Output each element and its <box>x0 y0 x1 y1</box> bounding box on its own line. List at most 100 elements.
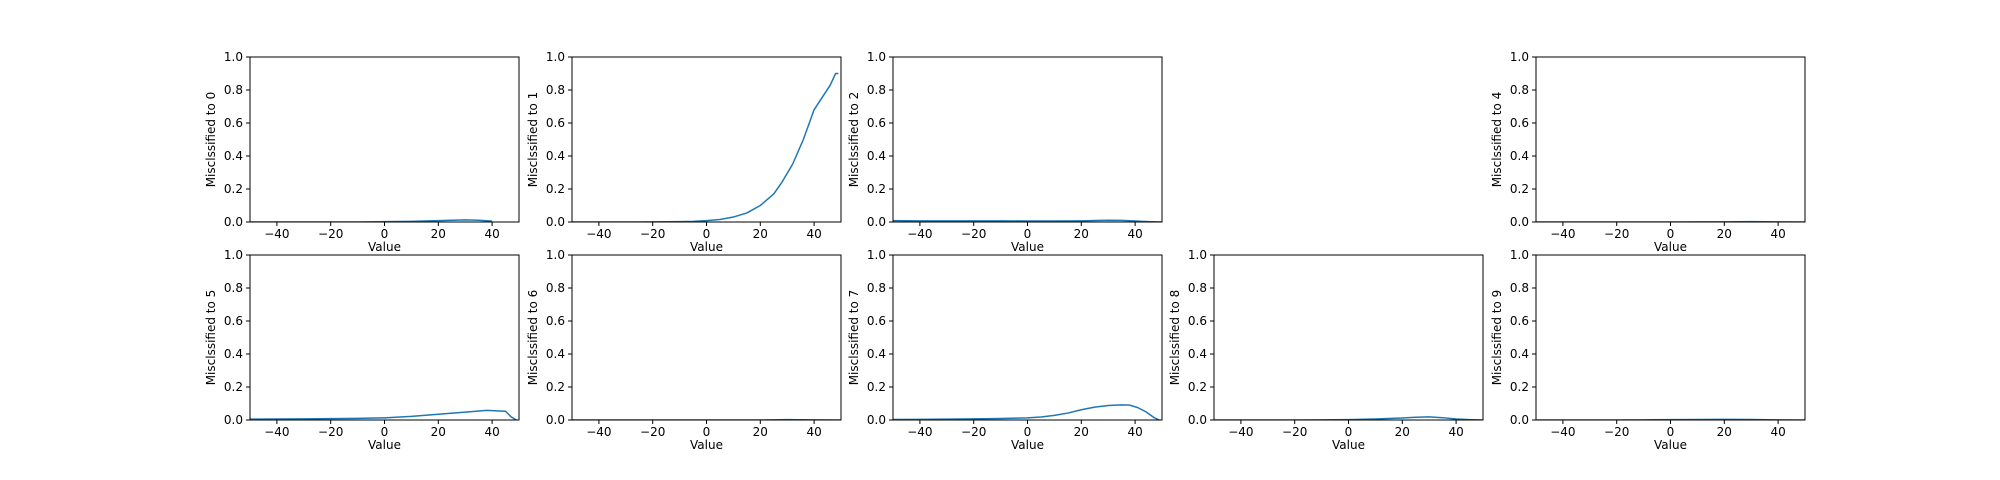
x-tick-label: 40 <box>1448 425 1463 439</box>
x-axis-label: Value <box>690 240 723 254</box>
y-tick-label: 0.8 <box>224 281 243 295</box>
x-tick-label: −20 <box>640 425 665 439</box>
y-tick-label: 0.8 <box>224 83 243 97</box>
y-tick-label: 1.0 <box>1510 248 1529 262</box>
y-tick-label: 0.4 <box>1510 347 1529 361</box>
y-axis-label: Misclssified to 8 <box>1168 290 1182 386</box>
y-tick-label: 0.6 <box>546 116 565 130</box>
x-tick-label: 20 <box>1395 425 1410 439</box>
y-tick-label: 0.6 <box>867 116 886 130</box>
y-tick-label: 0.2 <box>1188 380 1207 394</box>
x-tick-label: 0 <box>1024 425 1032 439</box>
x-tick-label: −20 <box>961 227 986 241</box>
y-tick-label: 0.8 <box>1510 83 1529 97</box>
y-axis-label: Misclssified to 6 <box>526 290 540 386</box>
y-tick-label: 0.2 <box>867 182 886 196</box>
axes-frame <box>892 254 1163 421</box>
axes-frame <box>892 56 1163 223</box>
y-tick-label: 1.0 <box>546 248 565 262</box>
y-tick-label: 1.0 <box>867 50 886 64</box>
series-line <box>250 409 517 420</box>
y-tick-label: 0.4 <box>867 149 886 163</box>
x-tick-label: −20 <box>318 425 343 439</box>
y-tick-label: 0.6 <box>224 314 243 328</box>
y-tick-label: 0.8 <box>546 83 565 97</box>
x-tick-label: −20 <box>318 227 343 241</box>
subplot-1: −40 −20 0 20 40 0.0 0.2 0.4 0.6 0.8 1.0 Value Miscls… <box>526 50 842 254</box>
x-tick-label: −20 <box>640 227 665 241</box>
y-tick-label: 0.0 <box>546 413 565 427</box>
y-tick-label: 0.0 <box>1510 215 1529 229</box>
x-tick-label: 40 <box>1127 227 1142 241</box>
x-tick-label: 0 <box>1345 425 1353 439</box>
x-tick-label: 40 <box>484 425 499 439</box>
y-tick-label: 0.2 <box>1510 380 1529 394</box>
y-tick-label: 0.4 <box>1188 347 1207 361</box>
subplot-0: −40 −20 0 20 40 0.0 0.2 0.4 0.6 0.8 1.0 Value Miscls… <box>204 50 520 254</box>
x-tick-label: 20 <box>1074 425 1089 439</box>
y-tick-label: 0.2 <box>224 182 243 196</box>
y-tick-label: 1.0 <box>1188 248 1207 262</box>
y-tick-label: 0.2 <box>546 380 565 394</box>
y-tick-label: 0.4 <box>867 347 886 361</box>
y-tick-label: 0.0 <box>224 413 243 427</box>
x-tick-label: −20 <box>1604 227 1629 241</box>
y-tick-label: 0.0 <box>546 215 565 229</box>
y-tick-label: 1.0 <box>1510 50 1529 64</box>
x-axis-label: Value <box>690 438 723 452</box>
series-line <box>893 219 1162 222</box>
axes-frame <box>249 56 520 223</box>
y-tick-label: 0.0 <box>867 215 886 229</box>
x-axis-label: Value <box>1654 438 1687 452</box>
y-tick-label: 1.0 <box>224 50 243 64</box>
x-tick-label: −40 <box>1550 227 1575 241</box>
x-tick-label: −20 <box>961 425 986 439</box>
y-tick-label: 0.2 <box>1510 182 1529 196</box>
x-tick-label: 40 <box>806 227 821 241</box>
x-tick-label: 40 <box>1127 425 1142 439</box>
y-tick-label: 1.0 <box>867 248 886 262</box>
y-tick-label: 0.2 <box>224 380 243 394</box>
subplot-4: −40 −20 0 20 40 0.0 0.2 0.4 0.6 0.8 1.0 Value Miscls… <box>204 248 520 452</box>
y-tick-label: 0.6 <box>224 116 243 130</box>
y-axis-label: Misclssified to 0 <box>204 92 218 188</box>
y-tick-label: 0.6 <box>1188 314 1207 328</box>
x-tick-label: 0 <box>381 425 389 439</box>
axes-frame <box>1535 56 1806 223</box>
x-axis-label: Value <box>368 438 401 452</box>
y-tick-label: 0.2 <box>867 380 886 394</box>
y-tick-label: 0.0 <box>867 413 886 427</box>
subplot-5: −40 −20 0 20 40 0.0 0.2 0.4 0.6 0.8 1.0 Value Miscls… <box>526 248 842 452</box>
y-axis-label: Misclssified to 2 <box>847 92 861 188</box>
series-line <box>893 404 1160 420</box>
y-axis-label: Misclssified to 4 <box>1490 92 1504 188</box>
axes-frame <box>571 254 842 421</box>
x-tick-label: −40 <box>1550 425 1575 439</box>
x-tick-label: 0 <box>1024 227 1032 241</box>
subplot-6: −40 −20 0 20 40 0.0 0.2 0.4 0.6 0.8 1.0 Value Miscls… <box>847 248 1163 452</box>
x-tick-label: 0 <box>703 227 711 241</box>
x-tick-label: 0 <box>703 425 711 439</box>
subplot-8: −40 −20 0 20 40 0.0 0.2 0.4 0.6 0.8 1.0 Value Miscls… <box>1490 248 1806 452</box>
x-tick-label: 40 <box>806 425 821 439</box>
x-tick-label: 20 <box>753 227 768 241</box>
y-tick-label: 0.8 <box>546 281 565 295</box>
y-tick-label: 0.8 <box>1188 281 1207 295</box>
y-tick-label: 0.0 <box>1188 413 1207 427</box>
y-tick-label: 0.8 <box>867 281 886 295</box>
x-axis-label: Value <box>1332 438 1365 452</box>
subplot-2: −40 −20 0 20 40 0.0 0.2 0.4 0.6 0.8 1.0 Value Miscls… <box>847 50 1163 254</box>
x-tick-label: 0 <box>381 227 389 241</box>
x-tick-label: 40 <box>484 227 499 241</box>
y-tick-label: 0.6 <box>1510 314 1529 328</box>
y-tick-label: 1.0 <box>224 248 243 262</box>
axes-frame <box>1535 254 1806 421</box>
y-axis-label: Misclssified to 1 <box>526 92 540 188</box>
x-tick-label: 20 <box>1717 425 1732 439</box>
x-tick-label: 20 <box>431 227 446 241</box>
x-axis-label: Value <box>1011 438 1044 452</box>
subplot-7: −40 −20 0 20 40 0.0 0.2 0.4 0.6 0.8 1.0 Value Miscls… <box>1168 248 1484 452</box>
x-tick-label: −40 <box>907 227 932 241</box>
x-tick-label: 20 <box>753 425 768 439</box>
